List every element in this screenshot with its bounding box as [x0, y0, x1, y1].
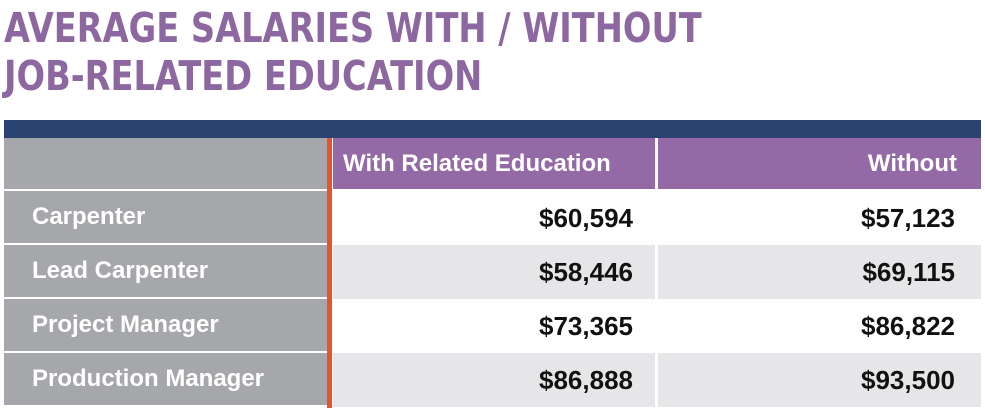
- without-value: $93,500: [658, 353, 981, 407]
- table-header-row: With Related Education Without: [4, 138, 981, 191]
- row-label: Production Manager: [4, 353, 329, 405]
- with-education-value: $86,888: [333, 353, 655, 407]
- chart-title-line-2: JOB-RELATED EDUCATION: [4, 52, 483, 100]
- without-value: $69,115: [658, 245, 981, 299]
- header-without: Without: [658, 138, 981, 189]
- with-education-value: $73,365: [333, 299, 655, 353]
- row-label: Project Manager: [4, 299, 329, 351]
- table-row: Carpenter $60,594 $57,123: [4, 191, 981, 245]
- table-top-bar: [4, 120, 981, 138]
- table-row: Production Manager $86,888 $93,500: [4, 353, 981, 407]
- without-value: $57,123: [658, 191, 981, 245]
- without-value: $86,822: [658, 299, 981, 353]
- with-education-value: $60,594: [333, 191, 655, 245]
- table-row: Lead Carpenter $58,446 $69,115: [4, 245, 981, 299]
- with-education-value: $58,446: [333, 245, 655, 299]
- chart-title-line-1: AVERAGE SALARIES WITH / WITHOUT: [4, 4, 702, 52]
- column-divider-rule: [327, 138, 332, 408]
- table-row: Project Manager $73,365 $86,822: [4, 299, 981, 353]
- header-label-cell: [4, 138, 329, 189]
- chart-title: AVERAGE SALARIES WITH / WITHOUT JOB-RELA…: [4, 4, 702, 100]
- row-label: Lead Carpenter: [4, 245, 329, 297]
- header-with-education: With Related Education: [333, 138, 655, 189]
- row-label: Carpenter: [4, 191, 329, 243]
